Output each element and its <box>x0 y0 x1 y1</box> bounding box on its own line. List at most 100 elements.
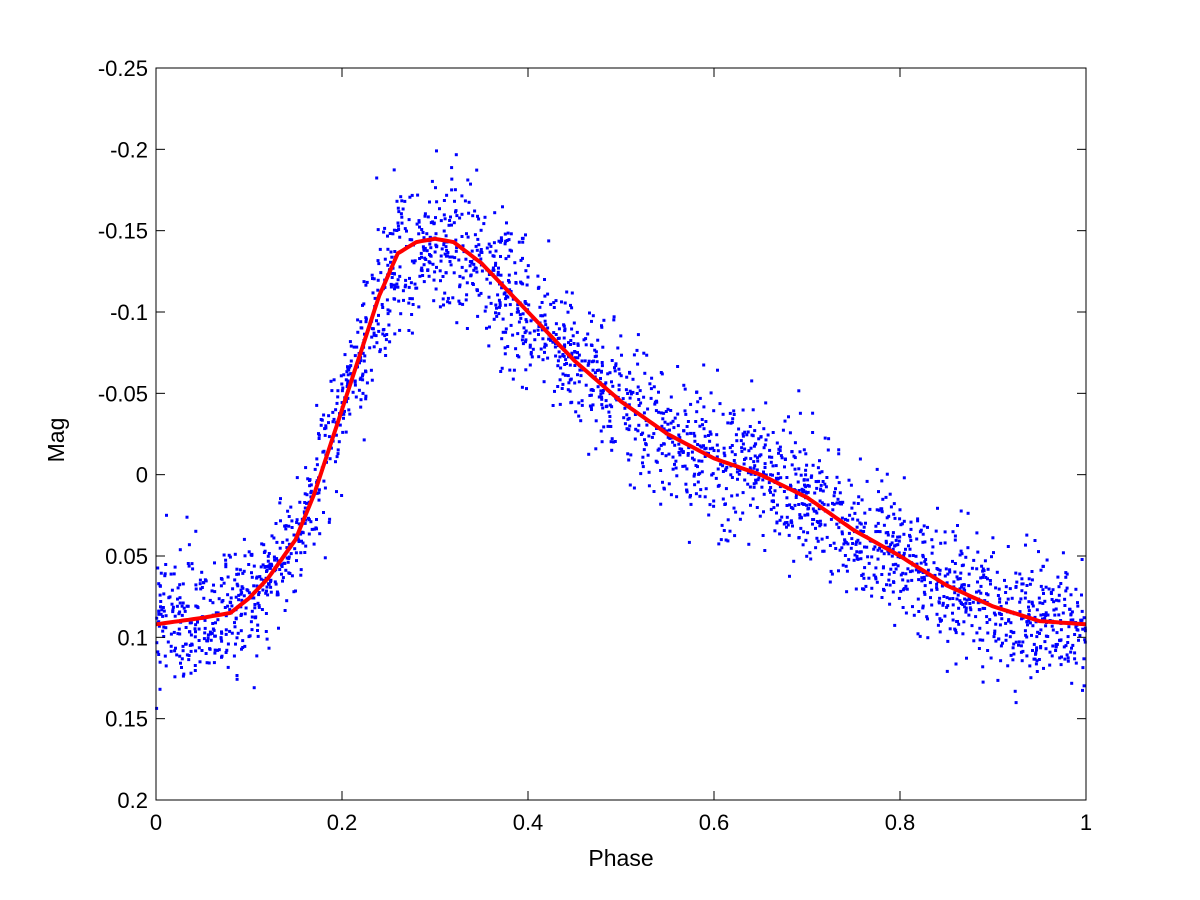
data-point <box>919 528 923 532</box>
data-point <box>951 611 954 615</box>
data-point <box>965 598 969 602</box>
data-point <box>902 551 906 555</box>
data-point <box>274 582 278 586</box>
data-point <box>432 278 436 282</box>
data-point <box>208 598 212 602</box>
data-point <box>884 539 888 543</box>
data-point <box>935 582 939 586</box>
data-point <box>1076 601 1079 605</box>
data-point <box>521 236 525 240</box>
data-point <box>388 309 392 313</box>
data-point <box>682 429 686 433</box>
data-point <box>417 305 421 309</box>
data-point <box>982 573 986 577</box>
data-point <box>875 508 879 512</box>
data-point <box>887 572 891 576</box>
data-point <box>206 639 209 643</box>
data-point <box>796 480 800 484</box>
data-point <box>734 433 738 437</box>
data-point <box>264 630 268 633</box>
data-point <box>558 355 562 359</box>
data-point <box>407 329 411 332</box>
data-point <box>1039 628 1043 632</box>
data-point <box>864 521 867 525</box>
data-point <box>1011 646 1015 650</box>
data-point <box>916 597 920 601</box>
data-point <box>785 515 789 519</box>
data-point <box>969 608 973 612</box>
data-point <box>547 239 551 243</box>
data-point <box>337 440 341 444</box>
data-point <box>662 411 666 415</box>
data-point <box>213 590 217 594</box>
data-point <box>801 543 805 547</box>
data-point <box>700 470 704 474</box>
data-point <box>954 631 958 635</box>
data-point <box>563 363 567 366</box>
data-point <box>771 431 775 434</box>
data-point <box>504 303 508 307</box>
data-point <box>943 530 947 534</box>
data-point <box>659 443 663 447</box>
data-point <box>164 614 168 618</box>
data-point <box>1035 635 1039 639</box>
data-point <box>573 364 577 367</box>
data-point <box>360 326 364 330</box>
data-point <box>255 576 259 580</box>
data-point <box>755 506 759 509</box>
data-point <box>239 588 243 592</box>
data-point <box>671 455 675 459</box>
data-point <box>401 207 405 211</box>
data-point <box>695 410 699 414</box>
data-point <box>255 654 259 658</box>
data-point <box>336 395 340 399</box>
data-point <box>981 680 985 684</box>
data-point <box>240 591 244 595</box>
data-point <box>220 631 224 635</box>
data-point <box>408 276 411 280</box>
data-point <box>721 464 725 468</box>
data-point <box>1044 611 1048 615</box>
data-point <box>819 483 823 487</box>
data-point <box>1037 596 1041 600</box>
data-point <box>641 465 645 469</box>
data-point <box>170 588 174 592</box>
data-point <box>692 458 696 462</box>
data-point <box>159 612 163 616</box>
data-point <box>359 320 363 324</box>
data-point <box>410 297 414 301</box>
data-point <box>268 566 272 570</box>
data-point <box>646 407 650 411</box>
data-point <box>785 504 789 507</box>
data-point <box>174 646 177 650</box>
data-point <box>213 561 216 565</box>
data-point <box>388 340 392 344</box>
data-point <box>507 279 510 282</box>
data-point <box>315 463 319 467</box>
data-point <box>889 505 893 509</box>
data-point <box>745 433 749 437</box>
data-point <box>563 373 567 377</box>
data-point <box>892 502 896 506</box>
data-point <box>464 257 468 261</box>
data-point <box>444 245 448 249</box>
data-point <box>600 325 604 329</box>
data-point <box>708 439 712 443</box>
data-point <box>211 601 215 605</box>
data-point <box>838 502 842 506</box>
data-point <box>378 348 382 352</box>
data-point <box>754 481 758 485</box>
data-point <box>893 516 897 520</box>
data-point <box>308 484 312 488</box>
data-point <box>604 381 608 385</box>
data-point <box>1064 589 1068 593</box>
data-point <box>874 575 878 579</box>
data-point <box>926 568 930 572</box>
data-point <box>643 371 647 375</box>
data-point <box>635 348 639 352</box>
data-point <box>649 396 653 400</box>
data-point <box>599 377 602 380</box>
data-point <box>935 567 939 570</box>
data-point <box>698 424 702 428</box>
data-point <box>609 425 613 428</box>
